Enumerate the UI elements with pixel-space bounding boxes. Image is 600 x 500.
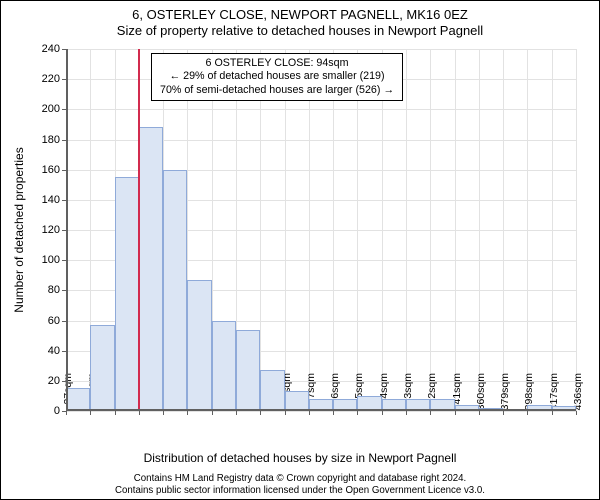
ytick-label: 240	[42, 43, 66, 55]
histogram-bar	[163, 170, 187, 411]
grid-line-v	[479, 49, 480, 411]
histogram-bar	[212, 321, 236, 412]
chart-container: 6, OSTERLEY CLOSE, NEWPORT PAGNELL, MK16…	[0, 0, 600, 500]
ytick-label: 220	[42, 73, 66, 85]
ytick-label: 160	[42, 164, 66, 176]
y-axis-label: Number of detached properties	[12, 147, 26, 312]
grid-line-v	[309, 49, 310, 411]
grid-line-v	[576, 49, 577, 411]
grid-line-v	[406, 49, 407, 411]
grid-line-v	[503, 49, 504, 411]
grid-line-v	[357, 49, 358, 411]
y-axis-line	[66, 49, 68, 411]
footer-line-1: Contains HM Land Registry data © Crown c…	[1, 473, 599, 485]
title-line-1: 6, OSTERLEY CLOSE, NEWPORT PAGNELL, MK16…	[1, 7, 599, 22]
grid-line-h	[66, 109, 576, 110]
ytick-label: 200	[42, 103, 66, 115]
histogram-bar	[187, 280, 211, 411]
histogram-bar	[115, 177, 139, 411]
ytick-label: 80	[48, 284, 66, 296]
info-box-line-2: ← 29% of detached houses are smaller (21…	[160, 70, 394, 83]
ytick-label: 140	[42, 194, 66, 206]
title-line-2: Size of property relative to detached ho…	[1, 23, 599, 38]
x-axis-line	[66, 409, 576, 411]
ytick-label: 60	[48, 315, 66, 327]
info-box-line-3: 70% of semi-detached houses are larger (…	[160, 84, 394, 97]
histogram-bar	[139, 127, 163, 411]
ytick-label: 100	[42, 254, 66, 266]
info-box: 6 OSTERLEY CLOSE: 94sqm← 29% of detached…	[151, 53, 403, 101]
histogram-bar	[260, 370, 284, 411]
grid-line-v	[382, 49, 383, 411]
grid-line-v	[552, 49, 553, 411]
grid-line-v	[285, 49, 286, 411]
histogram-bar	[90, 325, 114, 411]
grid-line-h	[66, 49, 576, 50]
plot-area: 02040608010012014016018020022024037sqm56…	[66, 49, 576, 411]
grid-line-v	[333, 49, 334, 411]
grid-line-v	[455, 49, 456, 411]
info-box-line-1: 6 OSTERLEY CLOSE: 94sqm	[160, 57, 394, 70]
marker-line	[138, 49, 140, 411]
ytick-label: 120	[42, 224, 66, 236]
ytick-label: 40	[48, 345, 66, 357]
histogram-bar	[66, 388, 90, 411]
footer: Contains HM Land Registry data © Crown c…	[1, 473, 599, 497]
plot-inner: 02040608010012014016018020022024037sqm56…	[66, 49, 576, 411]
title-block: 6, OSTERLEY CLOSE, NEWPORT PAGNELL, MK16…	[1, 7, 599, 38]
grid-line-v	[527, 49, 528, 411]
footer-line-2: Contains public sector information licen…	[1, 485, 599, 497]
grid-line-v	[260, 49, 261, 411]
ytick-label: 180	[42, 134, 66, 146]
x-axis-label: Distribution of detached houses by size …	[1, 451, 599, 465]
grid-line-v	[430, 49, 431, 411]
histogram-bar	[236, 330, 260, 411]
